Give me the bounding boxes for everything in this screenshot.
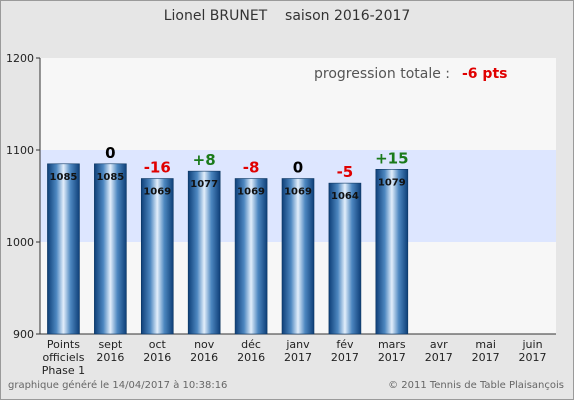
y-tick-label: 1000: [6, 236, 34, 249]
x-tick-label: mars 2017: [378, 338, 406, 364]
bar: [281, 178, 315, 335]
delta-label: -8: [243, 159, 260, 177]
bar: [234, 178, 268, 335]
bar-value-label: 1077: [190, 179, 218, 190]
x-tick-label: Points officiels Phase 1: [42, 338, 85, 377]
delta-label: 0: [105, 144, 115, 162]
x-tick-label: nov 2016: [190, 338, 218, 364]
delta-label: +8: [193, 151, 216, 169]
y-tick-label: 1200: [6, 52, 34, 65]
y-tick-label: 900: [13, 328, 34, 341]
generated-timestamp: graphique généré le 14/04/2017 à 10:38:1…: [8, 380, 228, 391]
delta-label: -5: [337, 163, 354, 181]
bar-value-label: 1079: [378, 177, 406, 188]
x-tick-label: mai 2017: [472, 338, 500, 364]
bar: [375, 169, 409, 335]
progression-value: -6 pts: [462, 66, 507, 82]
bar-value-label: 1069: [237, 187, 265, 198]
bar: [187, 170, 221, 335]
x-tick-label: déc 2016: [237, 338, 265, 364]
progression-label: progression totale :: [314, 66, 450, 82]
delta-label: 0: [293, 159, 303, 177]
bar: [94, 163, 127, 335]
copyright-text: © 2011 Tennis de Table Plaisançois: [388, 380, 564, 391]
x-tick-label: janv 2017: [284, 338, 312, 364]
bar-value-label: 1069: [143, 187, 171, 198]
x-tick-label: sept 2016: [96, 338, 124, 364]
bar-value-label: 1085: [96, 172, 124, 183]
bar-value-label: 1069: [284, 187, 312, 198]
delta-label: +15: [375, 149, 408, 167]
bar-value-label: 1064: [331, 191, 359, 202]
x-tick-label: juin 2017: [519, 338, 547, 364]
x-tick-label: fév 2017: [331, 338, 359, 364]
delta-label: -16: [144, 159, 171, 177]
bar: [140, 178, 174, 335]
x-tick-label: oct 2016: [143, 338, 171, 364]
y-tick-label: 1100: [6, 144, 34, 157]
bar: [328, 182, 362, 335]
bar: [47, 163, 80, 335]
bar-value-label: 1085: [50, 172, 78, 183]
chart-title: Lionel BRUNET saison 2016-2017: [163, 8, 411, 24]
x-tick-label: avr 2017: [425, 338, 453, 364]
